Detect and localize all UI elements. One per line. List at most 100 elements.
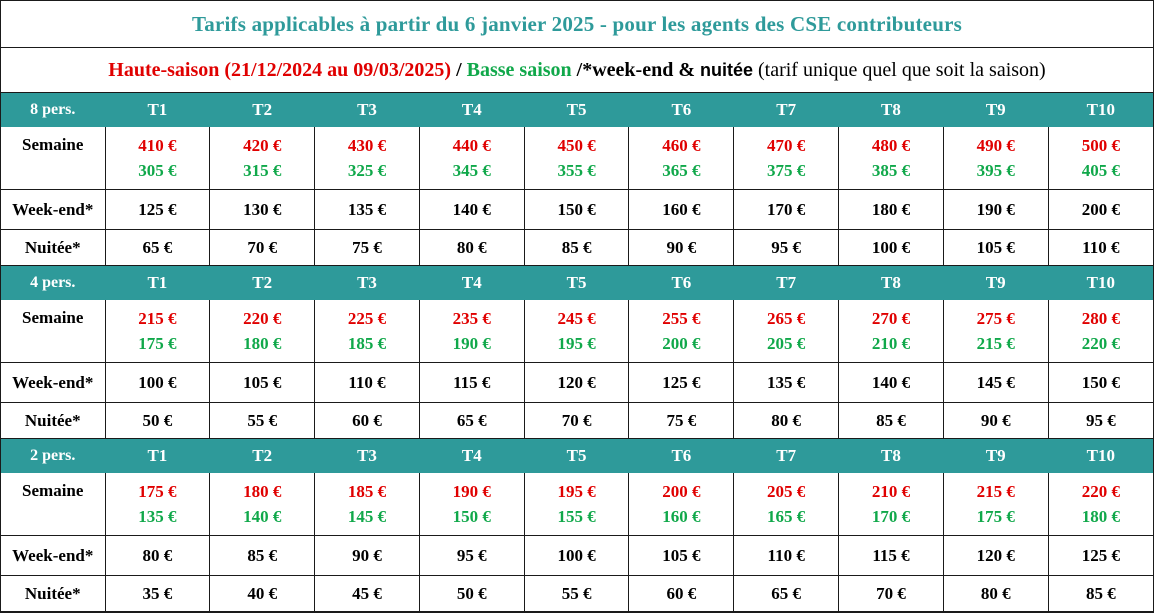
column-header: T7	[733, 438, 840, 473]
nuitee-price: 80 €	[942, 575, 1049, 612]
high-season-price: 200 €	[662, 482, 701, 501]
column-header: T5	[523, 265, 630, 300]
column-header: T8	[838, 438, 944, 473]
nuitee-price: 95 €	[1047, 402, 1153, 439]
semaine-price-cell: 255 € 200 €	[628, 299, 735, 363]
group-header-row: 8 pers. T1 T2 T3 T4 T5 T6 T7 T8 T9 T10	[1, 93, 1153, 127]
nuitee-price: 45 €	[314, 575, 420, 612]
legend-nuitee: nuitée	[699, 59, 753, 80]
nuitee-price: 60 €	[628, 575, 735, 612]
high-season-price: 420 €	[243, 136, 282, 155]
low-season-price: 210 €	[871, 334, 911, 353]
low-season-price: 165 €	[767, 507, 806, 526]
nuitee-price: 50 €	[104, 402, 211, 439]
low-season-price: 155 €	[557, 507, 596, 526]
weekend-price: 145 €	[942, 362, 1049, 403]
nuitee-price: 70 €	[209, 229, 316, 266]
legend-weekend: /*week-end &	[571, 58, 700, 81]
column-header: T6	[628, 93, 735, 127]
column-header: T2	[209, 438, 316, 473]
row-label-weekend: Week-end*	[1, 189, 106, 230]
column-header: T3	[314, 265, 420, 300]
high-season-price: 280 €	[1081, 309, 1120, 328]
weekend-price: 180 €	[838, 189, 944, 230]
column-header: T6	[628, 438, 735, 473]
weekend-price: 130 €	[209, 189, 316, 230]
high-season-price: 185 €	[347, 482, 387, 501]
high-season-price: 175 €	[138, 482, 177, 501]
row-label-weekend: Week-end*	[1, 535, 106, 576]
low-season-price: 140 €	[243, 507, 282, 526]
high-season-price: 180 €	[243, 482, 282, 501]
high-season-price: 275 €	[976, 309, 1015, 328]
weekend-price: 120 €	[942, 535, 1049, 576]
weekend-price: 80 €	[104, 535, 211, 576]
high-season-price: 245 €	[557, 309, 596, 328]
nuitee-price: 50 €	[418, 575, 525, 612]
nuitee-price: 75 €	[628, 402, 735, 439]
low-season-price: 150 €	[452, 507, 491, 526]
weekend-row: Week-end* 100 €105 €110 €115 €120 €125 €1…	[1, 362, 1153, 403]
semaine-price-cell: 500 € 405 €	[1047, 126, 1153, 190]
semaine-row: Semaine 175 € 135 € 180 € 140 € 185 € 145 € 190…	[1, 472, 1153, 536]
low-season-price: 200 €	[662, 334, 701, 353]
high-season-price: 500 €	[1081, 136, 1120, 155]
legend-note: (tarif unique quel que soit la saison)	[753, 58, 1046, 81]
high-season-price: 235 €	[452, 309, 491, 328]
nuitee-price: 100 €	[838, 229, 944, 266]
weekend-row: Week-end* 125 €130 €135 €140 €150 €160 €1…	[1, 189, 1153, 230]
weekend-price: 135 €	[314, 189, 420, 230]
weekend-price: 100 €	[104, 362, 211, 403]
nuitee-price: 85 €	[1047, 575, 1153, 612]
row-label-nuitee: Nuitée*	[1, 229, 106, 266]
column-header: T7	[733, 265, 840, 300]
nuitee-price: 90 €	[628, 229, 735, 266]
nuitee-price: 110 €	[1047, 229, 1153, 266]
column-header: T4	[418, 265, 525, 300]
low-season-price: 135 €	[138, 507, 177, 526]
high-season-price: 195 €	[557, 482, 596, 501]
weekend-price: 125 €	[1047, 535, 1153, 576]
nuitee-price: 65 €	[418, 402, 525, 439]
weekend-price: 160 €	[628, 189, 735, 230]
column-header: T4	[418, 438, 525, 473]
row-label-semaine: Semaine	[1, 126, 106, 190]
column-header: T8	[838, 265, 944, 300]
legend-low-season: Basse saison	[466, 58, 572, 81]
weekend-price: 125 €	[628, 362, 735, 403]
weekend-price: 120 €	[523, 362, 630, 403]
column-header: T6	[628, 265, 735, 300]
nuitee-price: 95 €	[733, 229, 840, 266]
legend-high-season: Haute-saison (21/12/2024 au 09/03/2025)	[108, 58, 452, 81]
high-season-price: 410 €	[138, 136, 177, 155]
weekend-price: 100 €	[523, 535, 630, 576]
high-season-price: 190 €	[452, 482, 491, 501]
weekend-price: 90 €	[314, 535, 420, 576]
semaine-price-cell: 215 € 175 €	[104, 299, 211, 363]
semaine-price-cell: 440 € 345 €	[418, 126, 525, 190]
semaine-price-cell: 200 € 160 €	[628, 472, 735, 536]
column-header: T3	[314, 438, 420, 473]
weekend-price: 115 €	[838, 535, 944, 576]
weekend-price: 150 €	[523, 189, 630, 230]
nuitee-row: Nuitée* 35 €40 €45 €50 €55 €60 €65 €70 €8…	[1, 575, 1153, 612]
low-season-price: 375 €	[767, 161, 806, 180]
column-header: T8	[838, 93, 944, 127]
nuitee-price: 85 €	[523, 229, 630, 266]
row-label-nuitee: Nuitée*	[1, 402, 106, 439]
high-season-price: 270 €	[871, 309, 911, 328]
row-label-semaine: Semaine	[1, 472, 106, 536]
column-header: T7	[733, 93, 840, 127]
low-season-price: 220 €	[1081, 334, 1120, 353]
group-label: 8 pers.	[1, 93, 106, 127]
nuitee-price: 55 €	[523, 575, 630, 612]
semaine-price-cell: 470 € 375 €	[733, 126, 840, 190]
semaine-price-cell: 480 € 385 €	[838, 126, 944, 190]
weekend-price: 200 €	[1047, 189, 1153, 230]
low-season-price: 170 €	[871, 507, 911, 526]
nuitee-price: 35 €	[104, 575, 211, 612]
weekend-price: 140 €	[418, 189, 525, 230]
weekend-price: 140 €	[838, 362, 944, 403]
weekend-price: 105 €	[209, 362, 316, 403]
